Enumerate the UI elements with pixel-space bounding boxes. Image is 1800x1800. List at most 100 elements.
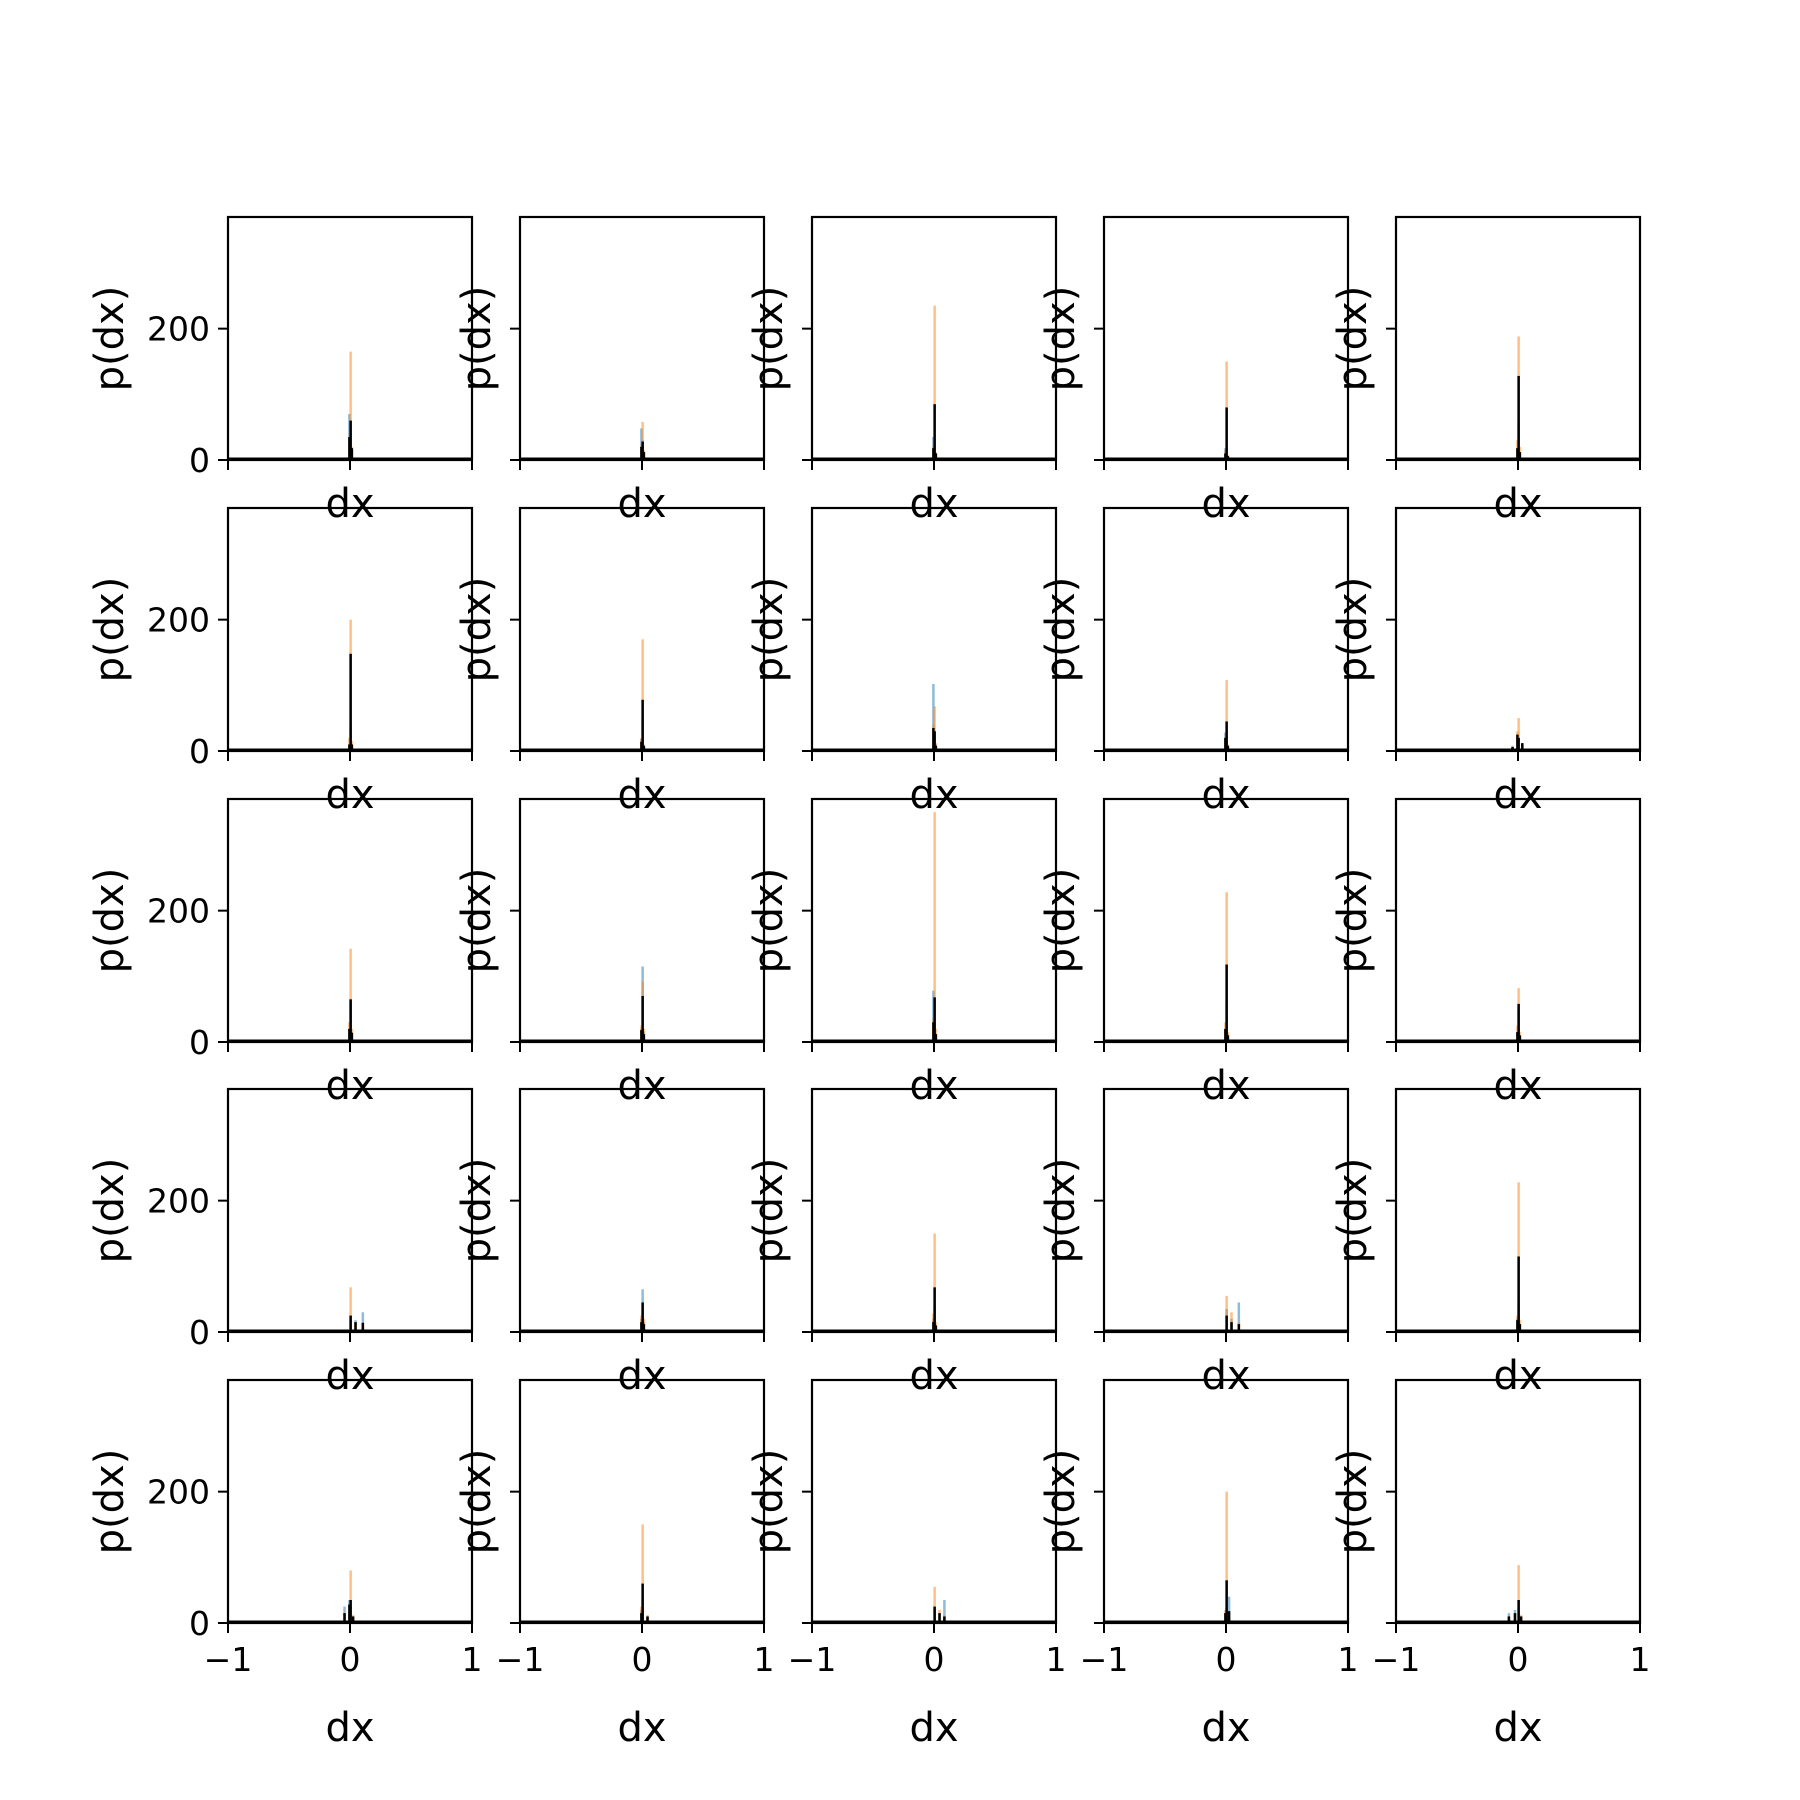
y-axis-label: p(dx) <box>454 286 500 392</box>
y-axis-label: p(dx) <box>454 577 500 683</box>
histogram-panel: dx p(dx) <box>1330 506 1642 818</box>
y-axis-label: p(dx) <box>1038 1449 1084 1555</box>
x-axis-label: dx <box>1201 1353 1250 1399</box>
histogram-panel: dx p(dx) <box>1038 797 1350 1109</box>
x-tick-label: 1 <box>1630 1640 1651 1679</box>
y-axis-label: p(dx) <box>1038 577 1084 683</box>
panels-layer: 0200dxp(dx)dxp(dx)dxp(dx)dxp(dx)dxp(dx)0… <box>87 215 1651 1751</box>
x-axis-label: dx <box>1201 481 1250 527</box>
y-tick-label: 200 <box>147 310 210 349</box>
orange-bar <box>1225 1295 1228 1332</box>
black-bar <box>1225 1580 1228 1623</box>
x-axis-label: dx <box>909 1353 958 1399</box>
black-bar <box>1518 1324 1522 1332</box>
x-axis-label: dx <box>1201 1705 1250 1751</box>
x-axis-label: dx <box>1201 772 1250 818</box>
histogram-panel: −1 0 1 dx p(dx) <box>1330 1378 1651 1751</box>
y-axis-label: p(dx) <box>746 577 792 683</box>
histogram-panel: dx p(dx) <box>1330 215 1642 527</box>
black-bar <box>943 1616 946 1623</box>
black-bar <box>1227 1611 1231 1623</box>
black-bar <box>349 420 352 460</box>
y-tick-label: 0 <box>189 441 210 480</box>
y-axis-label: p(dx) <box>1038 1158 1084 1264</box>
black-bar <box>641 699 644 751</box>
histogram-panel: 0 200 dx p(dx) <box>87 215 474 527</box>
orange-bar <box>641 1524 644 1623</box>
black-bar <box>646 1616 649 1623</box>
y-axis-label: p(dx) <box>454 1449 500 1555</box>
x-axis-label: dx <box>325 1353 374 1399</box>
black-bar <box>351 1616 355 1623</box>
y-axis-label: p(dx) <box>746 868 792 974</box>
y-axis-label: p(dx) <box>1330 868 1376 974</box>
histogram-panel: dx p(dx) <box>1330 1087 1642 1399</box>
x-axis-label: dx <box>617 772 666 818</box>
x-axis-label: dx <box>325 1705 374 1751</box>
black-bar <box>642 452 646 460</box>
histogram-panel: dx p(dx) <box>746 1087 1058 1399</box>
histogram-panel: dx p(dx) <box>746 215 1058 527</box>
black-bar <box>641 441 644 460</box>
black-bar <box>934 1325 938 1332</box>
black-bar <box>1226 1035 1230 1042</box>
black-bar <box>641 996 644 1042</box>
y-axis-label: p(dx) <box>87 1158 133 1264</box>
black-bar <box>933 1287 936 1332</box>
x-axis-label: dx <box>617 1705 666 1751</box>
y-axis-label: p(dx) <box>746 1449 792 1555</box>
histogram-panel: −1 0 1 dx p(dx) <box>746 1378 1067 1751</box>
x-axis-label: dx <box>325 481 374 527</box>
black-bar <box>1517 737 1520 751</box>
black-bar <box>1237 1324 1241 1332</box>
orange-bar <box>349 1570 352 1623</box>
histogram-panel: dx p(dx) <box>454 797 766 1109</box>
black-bar <box>1507 1616 1511 1623</box>
black-bar <box>933 404 936 460</box>
x-axis-label: dx <box>325 772 374 818</box>
black-bar <box>1225 721 1228 751</box>
y-axis-label: p(dx) <box>87 577 133 683</box>
y-axis-label: p(dx) <box>87 1449 133 1555</box>
x-axis-label: dx <box>617 1063 666 1109</box>
black-bar <box>938 1613 941 1623</box>
black-bar <box>349 1315 352 1332</box>
x-axis-label: dx <box>1493 1353 1542 1399</box>
black-bar <box>349 999 352 1042</box>
y-axis-label: p(dx) <box>1038 286 1084 392</box>
orange-bar <box>1225 1491 1228 1623</box>
x-axis-label: dx <box>1201 1063 1250 1109</box>
y-tick-label: 200 <box>147 892 210 931</box>
x-axis-label: dx <box>1493 1705 1542 1751</box>
histogram-panel: dx p(dx) <box>746 506 1058 818</box>
black-bar <box>1517 1003 1520 1042</box>
histogram-panel: dx p(dx) <box>1330 797 1642 1109</box>
y-axis-label: p(dx) <box>87 286 133 392</box>
blue-bar <box>1237 1302 1241 1332</box>
y-tick-label: 0 <box>189 1313 210 1352</box>
y-axis-label: p(dx) <box>1330 1449 1376 1555</box>
y-axis-label: p(dx) <box>454 868 500 974</box>
orange-bar <box>933 1586 936 1623</box>
x-tick-label: 0 <box>340 1640 361 1679</box>
black-bar <box>641 1302 644 1332</box>
orange-bar <box>933 305 936 460</box>
x-axis-label: dx <box>617 1353 666 1399</box>
black-bar <box>349 1600 352 1623</box>
orange-bar <box>641 639 644 751</box>
black-bar <box>1226 745 1230 751</box>
orange-bar <box>349 1287 352 1332</box>
black-bar <box>933 997 936 1042</box>
black-bar <box>1517 1256 1520 1332</box>
black-bar <box>934 745 938 751</box>
histogram-panel: 0 200 dx p(dx) <box>87 1087 474 1399</box>
y-tick-label: 0 <box>189 1604 210 1643</box>
x-tick-label: 0 <box>1216 1640 1237 1679</box>
black-bar <box>350 1032 354 1042</box>
y-tick-label: 200 <box>147 1473 210 1512</box>
x-tick-label: −1 <box>496 1640 545 1679</box>
y-axis-label: p(dx) <box>454 1158 500 1264</box>
y-axis-label: p(dx) <box>1330 1158 1376 1264</box>
